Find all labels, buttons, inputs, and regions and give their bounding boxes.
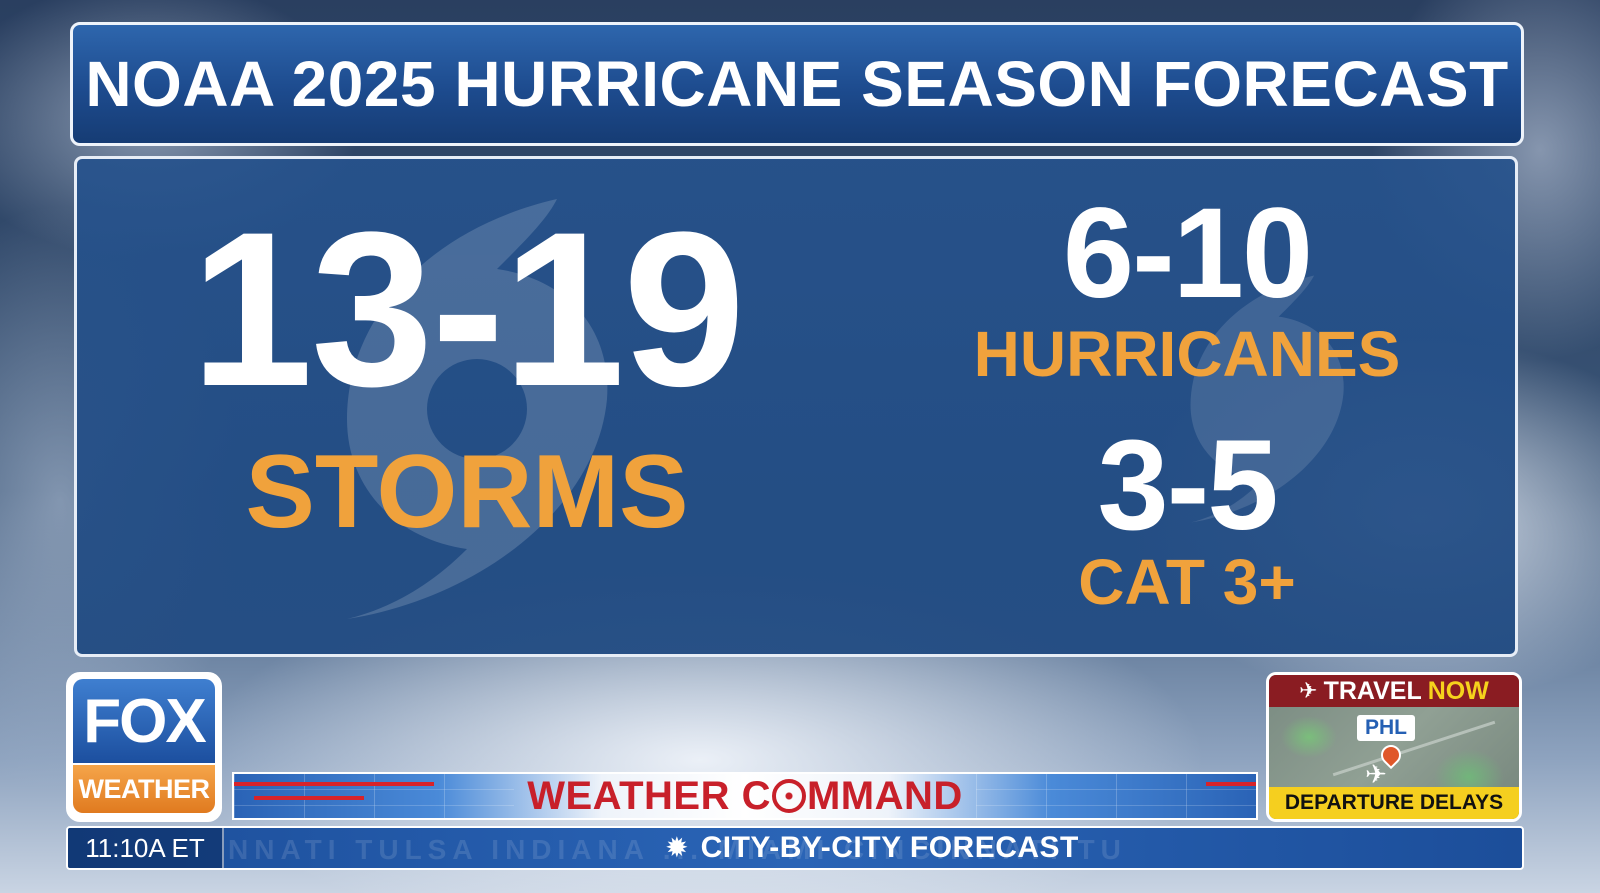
airport-badge: PHL xyxy=(1357,715,1415,741)
time-box: 11:10A ET xyxy=(68,828,224,868)
hurricanes-range: 6-10 xyxy=(1062,182,1313,325)
major-hurricanes-label: CAT 3+ xyxy=(1078,546,1296,618)
storms-range: 13-19 xyxy=(190,186,746,432)
radar-icon xyxy=(771,779,806,813)
plane-icon: ✈ xyxy=(1299,678,1318,703)
page-title: NOAA 2025 HURRICANE SEASON FORECAST xyxy=(85,48,1509,120)
flight-map: PHL ✈ xyxy=(1269,707,1519,789)
weather-command-text-b: MMAND xyxy=(806,773,963,818)
clock-time: 11:10A ET xyxy=(85,832,205,863)
fox-weather-logo: FOX WEATHER xyxy=(66,672,222,822)
forecast-panel: 13-19 STORMS 6-10 HURRICANES 3-5 CAT 3+ xyxy=(74,156,1518,657)
storms-label: STORMS xyxy=(245,434,689,550)
hurricane-symbol-small-icon xyxy=(1190,275,1344,523)
logo-weather-text: WEATHER xyxy=(78,773,211,804)
plane-map-icon: ✈ xyxy=(1365,759,1387,789)
title-banner: NOAA 2025 HURRICANE SEASON FORECAST xyxy=(70,22,1524,146)
major-hurricanes-range: 3-5 xyxy=(1097,414,1279,557)
bottom-ticker: NNATI TULSA INDIANA ... MIAMI CINCINNATI… xyxy=(66,826,1524,870)
logo-fox-text: FOX xyxy=(83,686,206,756)
now-label: NOW xyxy=(1427,676,1489,705)
sun-icon: ✹ xyxy=(665,832,689,863)
hurricane-symbol-icon xyxy=(347,199,608,619)
weather-command-text-a: WEATHER C xyxy=(527,773,771,818)
weather-command-banner: WEATHER C MMAND xyxy=(232,772,1258,820)
hurricanes-label: HURRICANES xyxy=(973,318,1401,390)
travel-label: TRAVEL xyxy=(1323,676,1422,705)
ticker-ghost-cities: NNATI TULSA INDIANA ... MIAMI CINCINNATI… xyxy=(228,834,1127,865)
travel-now-widget: ✈ TRAVEL NOW PHL ✈ DEPARTURE DELAYS xyxy=(1266,672,1522,822)
ticker-headline: CITY-BY-CITY FORECAST xyxy=(700,831,1079,864)
departure-delays-label: DEPARTURE DELAYS xyxy=(1269,787,1519,819)
